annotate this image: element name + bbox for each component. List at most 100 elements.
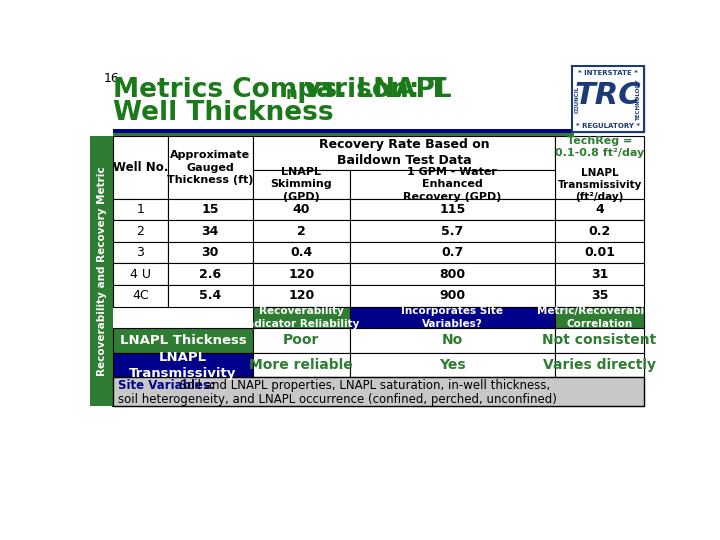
Text: 115: 115 (439, 203, 465, 216)
Text: 0.01: 0.01 (584, 246, 615, 259)
Text: LNAPL Thickness: LNAPL Thickness (120, 334, 246, 347)
Text: 2.6: 2.6 (199, 268, 221, 281)
Text: LNAPL
Transmissivity
(ft²/day): LNAPL Transmissivity (ft²/day) (557, 167, 642, 202)
Text: Well Thickness: Well Thickness (113, 99, 334, 125)
Text: Well No.: Well No. (113, 161, 168, 174)
Bar (350, 242, 555, 264)
Bar (350, 353, 555, 377)
Bar (113, 220, 168, 242)
Text: Incorporates Site
Variables?: Incorporates Site Variables? (401, 306, 503, 328)
Bar (555, 285, 644, 307)
Bar (113, 137, 168, 199)
Bar (555, 220, 644, 242)
Bar (350, 170, 555, 199)
Text: No: No (441, 334, 463, 347)
Bar (555, 264, 644, 285)
Text: 5.4: 5.4 (199, 289, 221, 302)
Text: 120: 120 (288, 268, 315, 281)
Bar (555, 328, 644, 353)
Bar (253, 285, 350, 307)
Text: n: n (285, 85, 297, 103)
Text: TRC: TRC (575, 80, 642, 110)
Text: 15: 15 (202, 203, 219, 216)
Bar (555, 242, 644, 264)
Text: 0.2: 0.2 (588, 225, 611, 238)
Bar (572, 66, 644, 132)
Bar (168, 264, 253, 285)
Text: LNAPL
Skimming
(GPD): LNAPL Skimming (GPD) (271, 167, 332, 201)
Text: Recoverability
Indicator Reliability: Recoverability Indicator Reliability (243, 306, 359, 328)
Text: 35: 35 (591, 289, 608, 302)
Bar (113, 242, 168, 264)
Text: 120: 120 (288, 289, 315, 302)
Bar (113, 264, 168, 285)
Text: 30: 30 (202, 246, 219, 259)
Bar (168, 199, 253, 220)
Bar (253, 170, 350, 199)
Bar (253, 220, 350, 242)
Text: 1 GPM - Water
Enhanced
Recovery (GPD): 1 GPM - Water Enhanced Recovery (GPD) (403, 167, 502, 201)
Text: COUNCIL: COUNCIL (575, 85, 580, 113)
Text: 34: 34 (202, 225, 219, 238)
Bar (253, 242, 350, 264)
Bar (555, 137, 644, 199)
Bar (572, 66, 644, 132)
Text: Yes: Yes (439, 358, 466, 372)
Text: Metric/Recoverability
Correlation: Metric/Recoverability Correlation (536, 306, 662, 328)
Bar (90, 65, 648, 142)
Text: TECHNOLOGY: TECHNOLOGY (636, 78, 642, 120)
Text: 31: 31 (591, 268, 608, 281)
Text: 2: 2 (136, 225, 144, 238)
Text: Varies directly: Varies directly (543, 358, 656, 372)
Text: Soil and LNAPL properties, LNAPL saturation, in-well thickness,: Soil and LNAPL properties, LNAPL saturat… (176, 379, 550, 392)
Text: 40: 40 (292, 203, 310, 216)
Text: Not consistent: Not consistent (542, 334, 657, 347)
Text: LNAPL
Transmissivity: LNAPL Transmissivity (130, 350, 237, 380)
Bar (168, 137, 253, 199)
Bar (113, 353, 253, 377)
Bar (253, 353, 350, 377)
Text: Site Variables:: Site Variables: (118, 379, 215, 392)
Bar (113, 377, 644, 406)
Text: 0.4: 0.4 (290, 246, 312, 259)
Bar (253, 328, 350, 353)
Text: 3: 3 (136, 246, 144, 259)
Text: Approximate
Gauged
Thickness (ft): Approximate Gauged Thickness (ft) (167, 150, 253, 185)
Bar (574, 68, 642, 130)
Text: 4: 4 (595, 203, 604, 216)
Bar (253, 307, 350, 328)
Bar (168, 242, 253, 264)
Text: 4C: 4C (132, 289, 149, 302)
Bar (555, 353, 644, 377)
Bar (350, 285, 555, 307)
Text: vs. LNAPL: vs. LNAPL (294, 77, 451, 103)
Text: 16: 16 (104, 72, 120, 85)
Bar (555, 307, 644, 328)
Bar (90, 137, 113, 406)
Bar (113, 285, 168, 307)
Bar (350, 328, 555, 353)
Text: More reliable: More reliable (249, 358, 353, 372)
Text: * REGULATORY *: * REGULATORY * (576, 123, 640, 129)
Bar (113, 137, 644, 406)
Bar (113, 328, 253, 353)
Bar (253, 137, 555, 170)
Text: 800: 800 (439, 268, 465, 281)
Bar (253, 264, 350, 285)
Text: * INTERSTATE *: * INTERSTATE * (578, 70, 638, 76)
Bar (350, 307, 555, 328)
Text: 4 U: 4 U (130, 268, 151, 281)
Text: Recovery Rate Based on
Baildown Test Data: Recovery Rate Based on Baildown Test Dat… (318, 138, 489, 167)
Text: 2: 2 (297, 225, 305, 238)
Text: 5.7: 5.7 (441, 225, 464, 238)
Text: 0.7: 0.7 (441, 246, 464, 259)
Bar (555, 199, 644, 220)
Text: TechReg =
0.1-0.8 ft²/day: TechReg = 0.1-0.8 ft²/day (555, 136, 644, 158)
Bar (350, 220, 555, 242)
Bar (350, 264, 555, 285)
Bar (350, 199, 555, 220)
Text: soil heterogeneity, and LNAPL occurrence (confined, perched, unconfined): soil heterogeneity, and LNAPL occurrence… (118, 393, 557, 406)
Text: Metrics Comparison: T: Metrics Comparison: T (113, 77, 446, 103)
Bar (253, 199, 350, 220)
Bar (168, 220, 253, 242)
